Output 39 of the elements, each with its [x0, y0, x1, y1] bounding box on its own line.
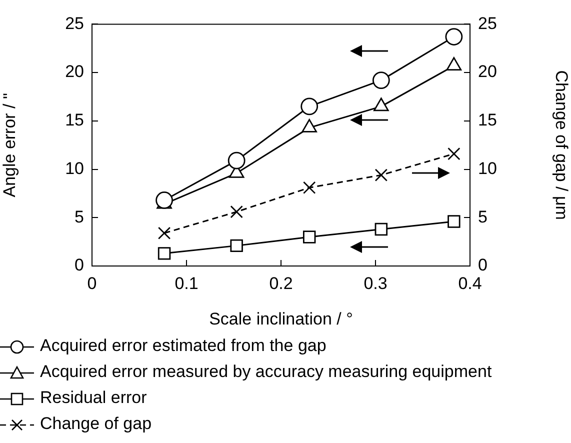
- y2-tick-label: 15: [478, 110, 497, 130]
- y2-axis-title: Change of gap / μm: [552, 70, 571, 220]
- x-axis-title: Scale inclination / °: [209, 309, 353, 328]
- y-tick-label: 10: [65, 158, 84, 178]
- point: [374, 222, 388, 236]
- point: [372, 72, 390, 89]
- point: [158, 226, 171, 240]
- x-tick-label: 0: [87, 274, 97, 293]
- y-axis-title: Angle error / ": [0, 92, 19, 198]
- legend-label: Change of gap: [40, 414, 152, 433]
- y-tick-label: 15: [65, 110, 84, 130]
- legend-label: Residual error: [40, 388, 147, 407]
- y2-tick-label: 10: [478, 158, 497, 178]
- x-tick-label: 0.1: [174, 274, 198, 293]
- point: [228, 152, 246, 170]
- legend-label: Acquired error estimated from the gap: [40, 336, 326, 355]
- y-tick-label: 25: [65, 14, 84, 33]
- y2-tick-label: 20: [478, 62, 497, 82]
- y2-tick-label: 25: [478, 14, 497, 33]
- point: [156, 192, 173, 209]
- x-tick-label: 0.4: [458, 274, 482, 293]
- y-tick-label: 20: [65, 62, 84, 82]
- x-tick-label: 0.2: [269, 274, 293, 293]
- point: [302, 181, 316, 194]
- y2-tick-label: 0: [478, 256, 488, 275]
- point: [230, 239, 243, 252]
- legend-label: Acquired error measured by accuracy measuring equipment: [40, 362, 492, 381]
- point: [448, 147, 460, 160]
- point: [230, 205, 243, 218]
- point: [448, 215, 460, 228]
- y-tick-label: 5: [74, 207, 84, 226]
- y-tick-label: 0: [74, 256, 84, 275]
- point: [374, 168, 388, 182]
- x-tick-label: 0.3: [364, 274, 388, 293]
- point: [158, 247, 171, 260]
- point: [300, 98, 318, 116]
- point: [445, 28, 463, 46]
- y2-tick-label: 5: [478, 207, 488, 226]
- point: [302, 230, 316, 244]
